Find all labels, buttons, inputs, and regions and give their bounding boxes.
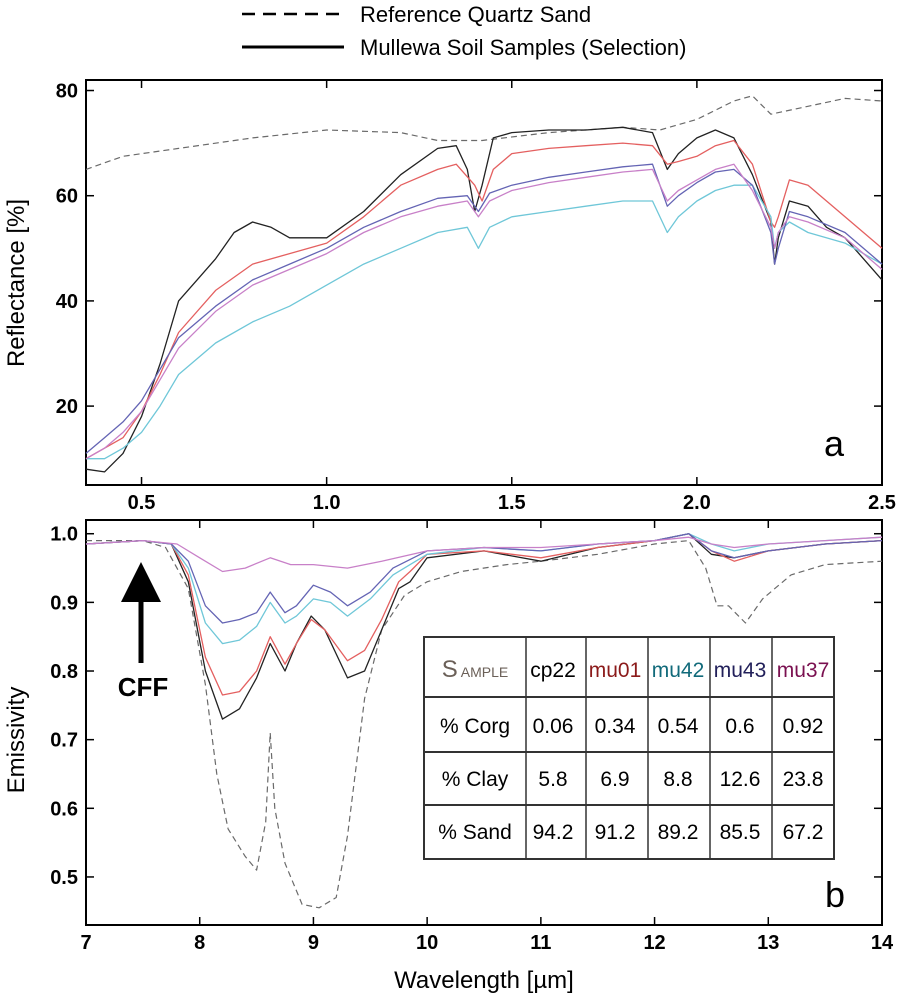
x-tick-label: 2.5 bbox=[868, 492, 896, 514]
series-line-mu37 bbox=[85, 163, 883, 460]
table-header-sample: S AMPLE bbox=[442, 656, 508, 683]
panel-a-letter: a bbox=[824, 423, 845, 464]
cff-arrow-head bbox=[121, 562, 161, 602]
y-tick-label: 0.8 bbox=[50, 661, 78, 683]
table-row-label-sand: % Sand bbox=[438, 821, 512, 844]
table-grid bbox=[424, 637, 834, 859]
table-cell: 0.6 bbox=[725, 715, 754, 738]
y-tick-label: 20 bbox=[56, 396, 78, 418]
table-cell: 23.8 bbox=[783, 768, 824, 791]
series-line-reference-quartz-sand bbox=[86, 539, 883, 909]
panel-a-series bbox=[85, 95, 883, 473]
table-header-mu43: mu43 bbox=[714, 659, 767, 682]
panel-b-x-axis-title: Wavelength [µm] bbox=[394, 967, 574, 994]
table-cell: 12.6 bbox=[720, 768, 761, 791]
y-tick-label: 0.9 bbox=[50, 592, 78, 614]
x-tick-label: 11 bbox=[530, 932, 551, 954]
series-line-reference-quartz-sand bbox=[85, 95, 883, 170]
x-tick-label: 2.0 bbox=[683, 492, 711, 514]
y-tick-label: 1.0 bbox=[50, 524, 78, 546]
x-tick-label: 9 bbox=[308, 932, 319, 954]
table-background bbox=[423, 636, 835, 860]
panel-a-x-ticks: 0.5 1.0 1.5 2.0 2.5 bbox=[128, 80, 896, 514]
table-cell: 67.2 bbox=[783, 821, 824, 844]
y-tick-label: 0.5 bbox=[50, 867, 78, 889]
table-cell: 94.2 bbox=[533, 821, 574, 844]
table-cell: 91.2 bbox=[595, 821, 636, 844]
table-row-label-corg: % Corg bbox=[440, 715, 510, 738]
panel-b-frame bbox=[85, 519, 883, 926]
series-line-cp22 bbox=[85, 533, 883, 720]
panel-a-y-axis-title: Reflectance [%] bbox=[3, 199, 30, 367]
table-header-mu01: mu01 bbox=[589, 659, 642, 682]
x-tick-label: 8 bbox=[194, 932, 205, 954]
x-tick-label: 1.5 bbox=[498, 492, 526, 514]
table-header-mu42: mu42 bbox=[652, 659, 705, 682]
table-cell: 85.5 bbox=[720, 821, 761, 844]
sample-table: S AMPLE cp22 mu01 mu42 mu43 mu37 % Corg 0… bbox=[423, 636, 835, 860]
series-line-mu01 bbox=[85, 139, 883, 460]
legend-reference-label: Reference Quartz Sand bbox=[360, 2, 591, 27]
cff-label: CFF bbox=[118, 672, 169, 702]
panel-a: 0.5 1.0 1.5 2.0 2.5 20 40 60 80 Reflectance [%]… bbox=[3, 79, 896, 514]
table-cell: 89.2 bbox=[658, 821, 699, 844]
table-cell: 5.8 bbox=[538, 768, 567, 791]
table-cell: 8.8 bbox=[663, 768, 692, 791]
cff-annotation: CFF bbox=[118, 562, 169, 702]
x-tick-label: 7 bbox=[80, 932, 91, 954]
panel-b: 7 8 9 10 11 12 13 14 0.5 0.6 0.7 0.8 0.9 1.0 Emissiv… bbox=[3, 519, 894, 994]
table-cell: 6.9 bbox=[600, 768, 629, 791]
series-line-mu42 bbox=[86, 184, 883, 460]
y-tick-label: 0.6 bbox=[50, 798, 78, 820]
table-cell: 0.34 bbox=[595, 715, 636, 738]
x-tick-label: 13 bbox=[757, 932, 779, 954]
panel-a-y-ticks: 20 40 60 80 bbox=[56, 81, 882, 418]
y-tick-label: 0.7 bbox=[50, 730, 78, 752]
series-line-cp22 bbox=[85, 126, 883, 473]
legend: Reference Quartz Sand Mullewa Soil Sampl… bbox=[242, 2, 686, 60]
table-cell: 0.06 bbox=[533, 715, 574, 738]
panel-a-frame bbox=[85, 79, 883, 486]
x-tick-label: 12 bbox=[643, 932, 665, 954]
x-tick-label: 10 bbox=[416, 932, 438, 954]
legend-samples-label: Mullewa Soil Samples (Selection) bbox=[360, 35, 686, 60]
panel-b-series bbox=[85, 533, 883, 909]
x-tick-label: 14 bbox=[871, 932, 894, 954]
x-tick-label: 0.5 bbox=[128, 492, 156, 514]
table-header-mu37: mu37 bbox=[777, 659, 830, 682]
x-tick-label: 1.0 bbox=[313, 492, 341, 514]
series-line-mu37 bbox=[85, 536, 883, 573]
y-tick-label: 40 bbox=[56, 291, 78, 313]
table-header-cp22: cp22 bbox=[530, 659, 576, 682]
table-row-label-clay: % Clay bbox=[442, 768, 509, 791]
panel-b-x-ticks: 7 8 9 10 11 12 13 14 bbox=[80, 520, 894, 954]
table-cell: 0.92 bbox=[783, 715, 824, 738]
table-cell: 0.54 bbox=[658, 715, 699, 738]
panel-b-y-axis-title: Emissivity bbox=[3, 687, 30, 794]
series-line-mu43 bbox=[85, 163, 883, 454]
panel-b-letter: b bbox=[825, 874, 845, 915]
panel-b-y-ticks: 0.5 0.6 0.7 0.8 0.9 1.0 bbox=[50, 524, 882, 889]
series-line-mu42 bbox=[85, 533, 883, 645]
y-tick-label: 80 bbox=[56, 81, 78, 103]
y-tick-label: 60 bbox=[56, 186, 78, 208]
series-line-mu43 bbox=[85, 533, 883, 624]
